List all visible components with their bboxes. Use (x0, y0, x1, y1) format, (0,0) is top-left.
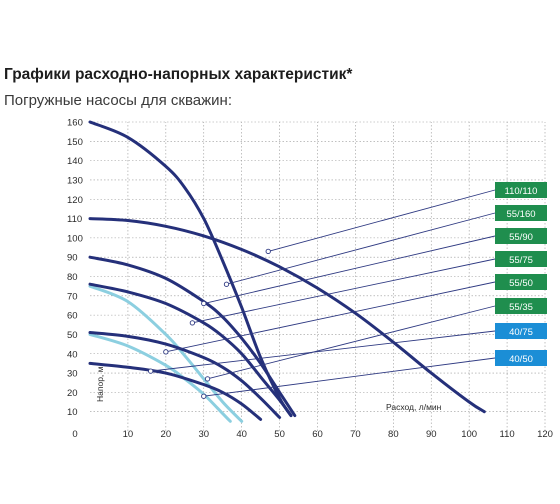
y-axis-label: Напор, м (95, 366, 105, 402)
series-curve-110-110 (88, 217, 486, 414)
leader-layer (148, 189, 496, 399)
series-curve-55-160 (88, 120, 293, 418)
model-tag-box (495, 274, 547, 290)
series-curve-55-75 (88, 282, 293, 418)
x-tick-label: 10 (123, 429, 134, 440)
y-tick-label: 120 (67, 195, 83, 206)
y-tick-label: 10 (67, 407, 78, 418)
leader-line (165, 281, 496, 353)
leader-marker (163, 349, 169, 355)
tick-layer: 0 10 20 30 40 50 60 70 80 90 100 110 120 10 20 30 40 50 60… (67, 118, 553, 441)
model-tag-label: 110/110 (505, 186, 538, 197)
leader-line (203, 357, 496, 397)
model-tag-box (495, 350, 547, 366)
y-tick-label: 80 (67, 272, 78, 283)
leader-line (203, 235, 496, 304)
x-tick-label: 20 (161, 429, 172, 440)
y-tick-label: 150 (67, 137, 83, 148)
x-axis-label: Расход, л/мин (386, 402, 442, 412)
y-tick-label: 140 (67, 156, 83, 167)
y-tick-label: 130 (67, 175, 83, 186)
model-tag-label: 55/35 (509, 302, 533, 313)
x-tick-label: 80 (388, 429, 399, 440)
tag-layer: 110/110 55/160 55/90 55/75 55/50 55/35 40/75 40… (495, 182, 547, 366)
leader-marker (265, 248, 271, 255)
y-tick-label: 40 (67, 349, 78, 360)
curve-layer (88, 120, 486, 423)
x-tick-label: 60 (312, 429, 323, 440)
series-curve-55-50 (88, 331, 282, 419)
model-tag-label: 55/160 (506, 209, 535, 220)
x-tick-label: 40 (236, 429, 247, 440)
x-tick-label: 50 (274, 429, 285, 440)
y-tick-label: 60 (67, 311, 78, 322)
chart-title: Графики расходно-напорных характеристик* (4, 66, 353, 83)
x-tick-label: 90 (426, 429, 437, 440)
x-tick-label: 70 (350, 429, 361, 440)
model-tag-box (495, 205, 547, 221)
leader-line (268, 189, 496, 252)
model-tag-box (495, 251, 547, 267)
leader-line (192, 258, 496, 324)
x-tick-label: 0 (72, 429, 77, 440)
model-tag-box (495, 323, 547, 339)
y-tick-label: 90 (67, 253, 78, 264)
model-tag-box (495, 182, 547, 198)
leader-marker (148, 368, 154, 374)
x-tick-label: 110 (500, 429, 515, 440)
series-curve-55-35 (88, 361, 263, 421)
model-tag-label: 55/90 (509, 232, 533, 243)
y-tick-label: 100 (67, 233, 83, 244)
model-tag-label: 40/75 (509, 327, 533, 338)
model-tag-label: 55/50 (509, 278, 533, 289)
leader-line (226, 212, 496, 285)
y-tick-label: 70 (67, 291, 78, 302)
leader-marker (201, 300, 207, 307)
x-tick-label: 120 (537, 429, 553, 440)
y-tick-label: 20 (67, 388, 78, 399)
y-tick-label: 50 (67, 330, 78, 341)
model-tag-label: 40/50 (509, 354, 533, 365)
model-tag-box (495, 298, 547, 314)
leader-marker (223, 281, 230, 287)
leader-line (150, 330, 496, 372)
chart-subtitle: Погружные насосы для скважин: (4, 92, 232, 109)
x-tick-label: 30 (198, 429, 209, 440)
leader-line (207, 305, 496, 380)
model-tag-label: 55/75 (509, 255, 533, 266)
x-tick-label: 100 (461, 429, 477, 440)
series-curve-55-90 (88, 255, 297, 418)
y-tick-label: 110 (67, 214, 82, 225)
leader-marker (201, 393, 207, 399)
leader-marker (204, 376, 211, 382)
model-tag-box (495, 228, 547, 244)
y-tick-label: 30 (67, 369, 78, 380)
leader-marker (189, 320, 196, 326)
y-tick-label: 160 (67, 118, 83, 129)
series-curve-40-75 (88, 284, 244, 423)
